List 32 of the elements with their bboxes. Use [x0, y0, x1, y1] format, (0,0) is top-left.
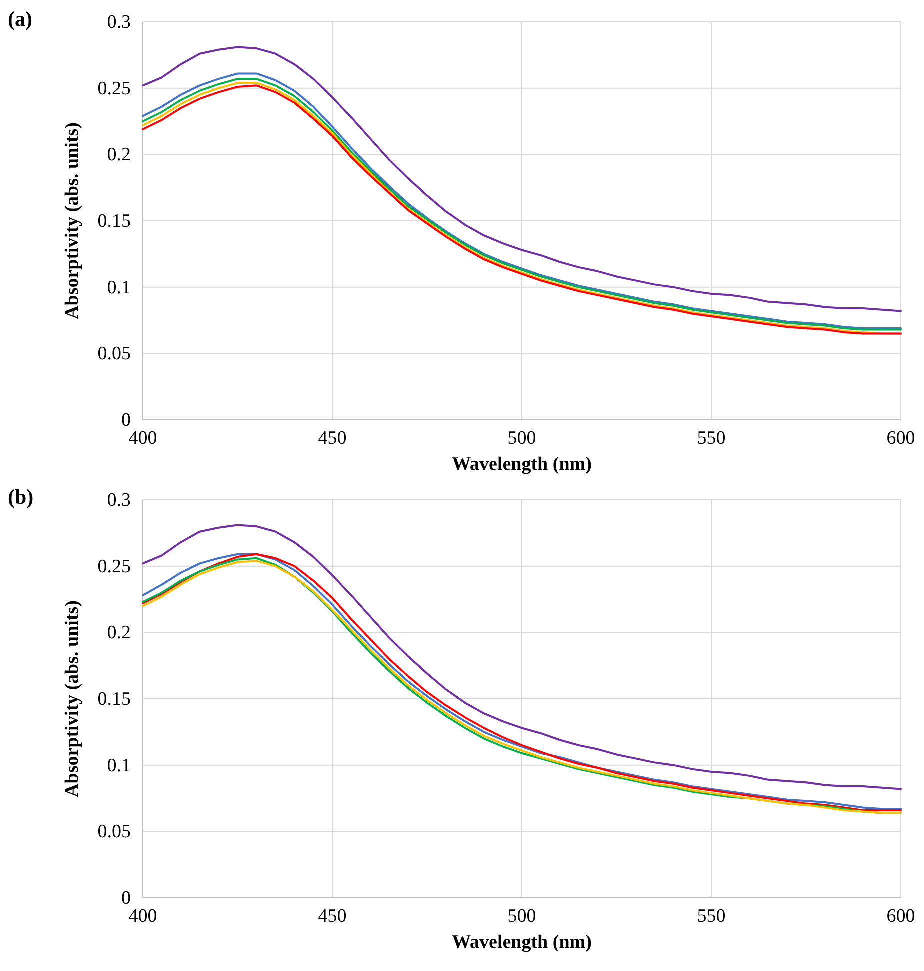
- x-tick-label: 400: [128, 428, 158, 449]
- x-tick-label: 600: [886, 906, 916, 927]
- x-axis-title: Wavelength (nm): [452, 932, 592, 953]
- line-series: [142, 46, 902, 312]
- y-tick-label: 0: [122, 410, 131, 431]
- y-tick-label: 0: [122, 888, 131, 909]
- y-tick-label: 0.15: [98, 689, 131, 710]
- y-tick-label: 0.2: [107, 144, 131, 166]
- x-tick-label: 400: [128, 906, 158, 927]
- x-tick-label: 600: [886, 428, 916, 449]
- y-tick-label: 0.25: [98, 556, 131, 578]
- y-tick-label: 0.15: [98, 211, 131, 232]
- x-tick-label: 550: [697, 906, 726, 927]
- y-tick-label: 0.3: [107, 12, 131, 33]
- line-series: [142, 524, 902, 790]
- y-tick-label: 0.05: [98, 822, 131, 843]
- x-tick-label: 450: [318, 428, 347, 449]
- y-tick-label: 0.1: [107, 277, 131, 298]
- y-tick-label: 0.2: [107, 622, 131, 644]
- x-tick-label: 450: [318, 906, 347, 927]
- y-tick-label: 0.25: [98, 78, 131, 100]
- chart-title: (a): [8, 7, 32, 31]
- x-axis-title: Wavelength (nm): [452, 454, 592, 475]
- y-tick-label: 0.1: [107, 755, 131, 776]
- x-tick-label: 500: [508, 906, 536, 927]
- x-tick-label: 550: [697, 428, 726, 449]
- y-axis-title: Absorptivity (abs. units): [62, 122, 83, 320]
- chart-title: (b): [8, 485, 34, 509]
- y-tick-label: 0.05: [98, 344, 131, 365]
- y-axis-title: Absorptivity (abs. units): [62, 600, 83, 798]
- y-tick-label: 0.3: [107, 490, 131, 511]
- x-tick-label: 500: [508, 428, 536, 449]
